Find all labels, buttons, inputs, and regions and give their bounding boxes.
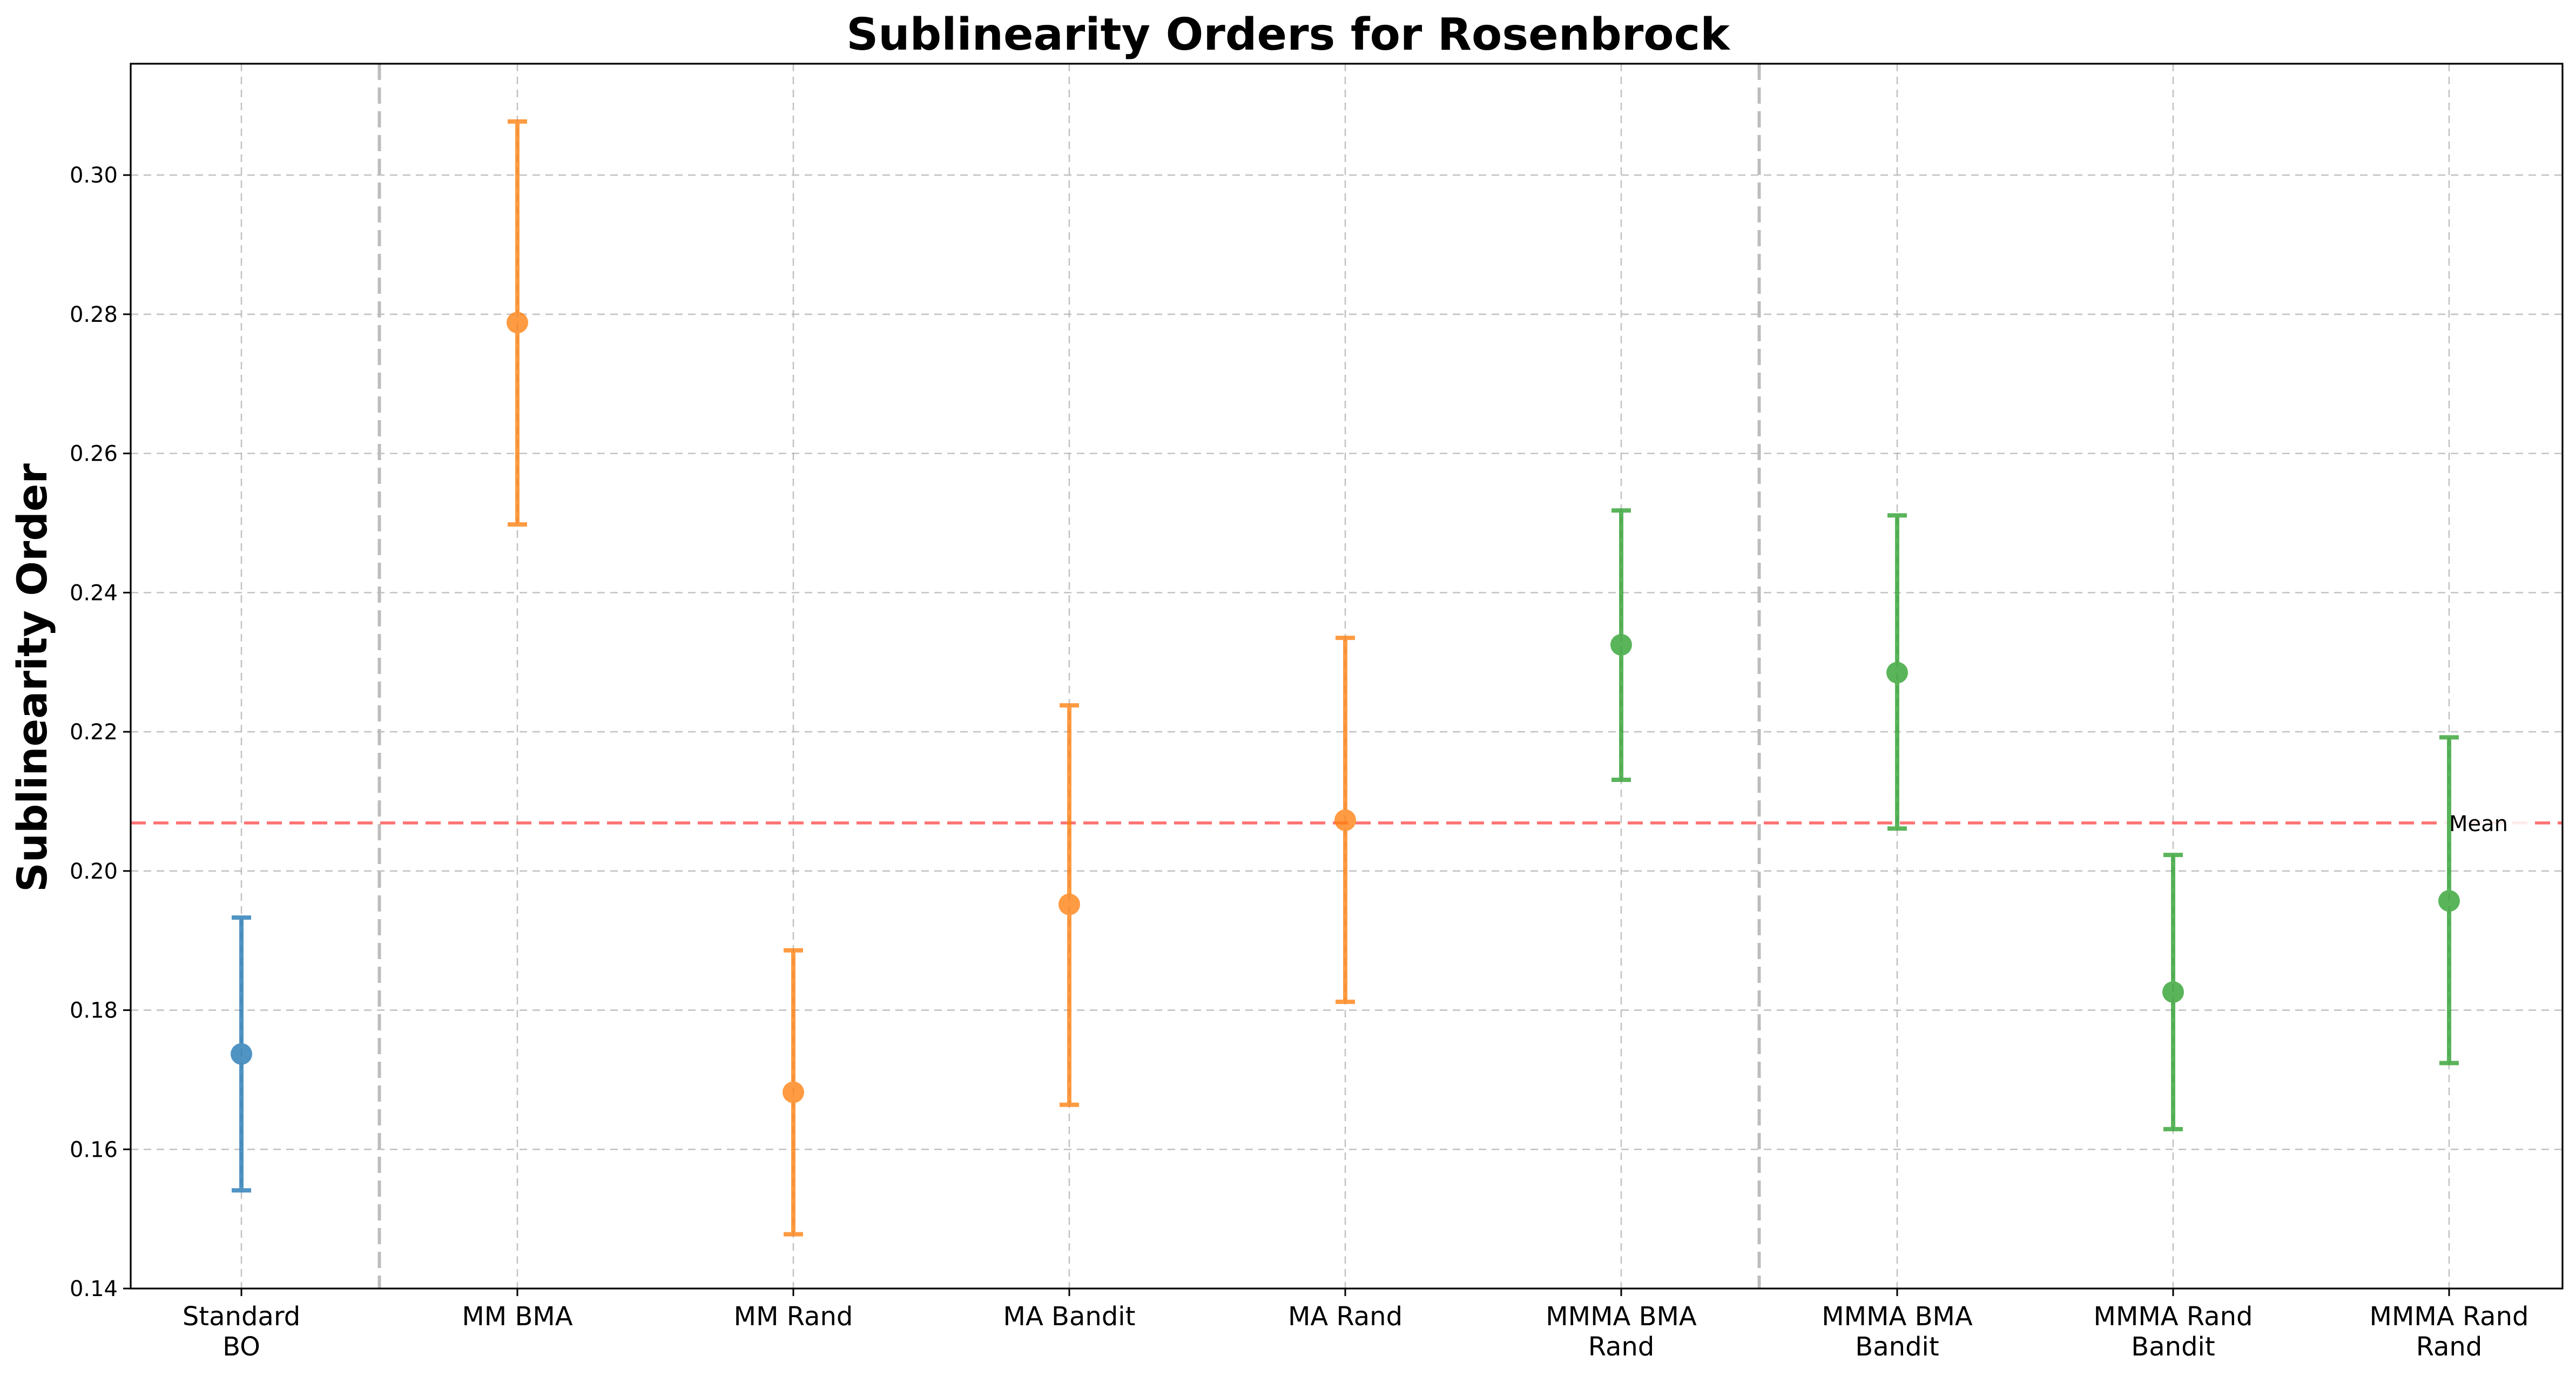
data-point-group [783, 948, 804, 1237]
grid-layer [131, 64, 2562, 1289]
data-point [507, 312, 528, 334]
mean-label-bg [2442, 804, 2531, 840]
data-point-group [1610, 508, 1632, 783]
x-tick-label: Standard BO [183, 1301, 300, 1362]
x-tick-label-line: Rand [2416, 1332, 2483, 1362]
data-point-group [2162, 853, 2184, 1131]
plot-frame [130, 63, 2564, 1290]
x-tick-label-line: MA Bandit [1003, 1301, 1136, 1332]
data-point-group [507, 119, 528, 527]
y-tick-label: 0.16 [70, 1137, 118, 1162]
axes: 0.14 0.16 0.18 0.20 0.22 0.24 0.26 0.28 0.30 Stan… [70, 163, 2529, 1362]
data-point-group [1058, 703, 1080, 1107]
x-tick-label-line: MMMA Rand [2370, 1301, 2529, 1332]
data-point-group [1334, 636, 1356, 1004]
x-tick-label: MMMA Rand Bandit [2094, 1301, 2253, 1362]
x-tick-label-line: Standard [183, 1301, 300, 1332]
x-tick-label: MA Rand [1288, 1301, 1402, 1332]
y-tick-label: 0.28 [70, 302, 118, 327]
data-point [1610, 634, 1632, 656]
x-tick-label-line: Bandit [1855, 1332, 1939, 1362]
x-tick-label-line: MA Rand [1288, 1301, 1402, 1332]
x-tick-label: MMMA BMA Bandit [1822, 1301, 1973, 1362]
data-point [1058, 893, 1080, 915]
data-point [231, 1043, 252, 1065]
data-point-group [2438, 735, 2460, 1065]
x-tick-label: MM BMA [462, 1301, 572, 1332]
data-points [231, 119, 2460, 1237]
y-tick-label: 0.30 [70, 163, 118, 188]
x-tick-label: MMMA Rand Rand [2370, 1301, 2529, 1362]
data-point [1334, 809, 1356, 831]
data-point [783, 1081, 804, 1103]
x-tick-label-line: Rand [1588, 1332, 1655, 1362]
x-tick-label-line: MM Rand [734, 1301, 853, 1332]
y-axis-label: Sublinearity Order [8, 463, 56, 892]
y-tick-label: 0.26 [70, 442, 118, 467]
x-tick-label: MA Bandit [1003, 1301, 1136, 1332]
data-point-group [231, 915, 252, 1193]
group-separators [377, 64, 1761, 1289]
x-tick-label-line: BO [222, 1332, 260, 1362]
x-tick-label-line: MMMA BMA [1546, 1301, 1697, 1332]
x-tick-label: MM Rand [734, 1301, 853, 1332]
x-tick-label: MMMA BMA Rand [1546, 1301, 1697, 1362]
x-tick-label-line: MMMA Rand [2094, 1301, 2253, 1332]
y-tick-label: 0.14 [70, 1277, 118, 1301]
data-point-group [1886, 513, 1908, 831]
x-tick-label-line: MM BMA [462, 1301, 572, 1332]
y-tick-label: 0.18 [70, 999, 118, 1023]
y-tick-label: 0.24 [70, 581, 118, 605]
data-point [2162, 981, 2184, 1003]
y-tick-label: 0.20 [70, 859, 118, 884]
y-tick-label: 0.22 [70, 720, 118, 745]
data-point [2438, 890, 2460, 912]
data-point [1886, 662, 1908, 684]
chart-title: Sublinearity Orders for Rosenbrock [846, 9, 1731, 60]
mean-label: Mean [2449, 812, 2508, 837]
x-tick-label-line: MMMA BMA [1822, 1301, 1973, 1332]
x-tick-label-line: Bandit [2131, 1332, 2215, 1362]
